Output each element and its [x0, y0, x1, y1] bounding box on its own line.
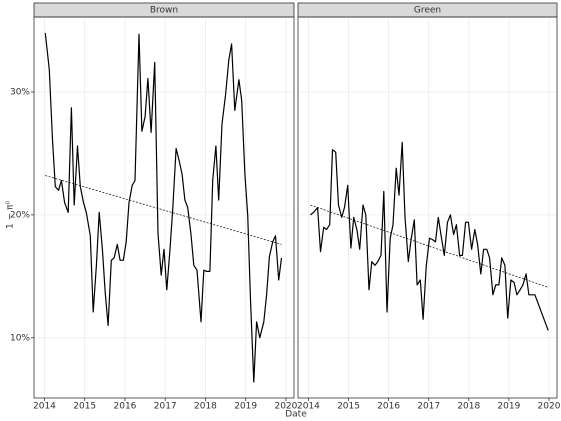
x-tick-label: 2018	[457, 402, 480, 412]
x-tick-label: 2019	[234, 402, 257, 412]
x-tick-label: 2016	[377, 402, 400, 412]
x-tick-label: 2014	[33, 402, 56, 412]
y-tick-label: 10%	[10, 333, 30, 343]
x-tick-label: 2015	[73, 402, 96, 412]
trend-line	[310, 204, 549, 288]
x-tick-label: 2020	[274, 402, 297, 412]
strip-title: Green	[414, 6, 441, 16]
panel-border	[297, 16, 558, 399]
y-tick-label: 30%	[10, 87, 30, 97]
x-axis-label: Date	[285, 410, 307, 420]
x-tick-label: 2018	[194, 402, 217, 412]
trend-line	[45, 175, 282, 245]
panel-border	[33, 16, 295, 399]
x-tick-label: 2014	[297, 402, 320, 412]
strip-title: Brown	[150, 6, 178, 16]
y-tick-label: 20%	[10, 210, 30, 220]
line	[310, 141, 549, 331]
x-tick-label: 2016	[114, 402, 137, 412]
y-axis-label: 1 − π⁰	[6, 201, 16, 229]
x-tick-label: 2017	[417, 402, 440, 412]
x-tick-label: 2020	[538, 402, 561, 412]
x-tick-label: 2017	[154, 402, 177, 412]
x-tick-label: 2015	[337, 402, 360, 412]
x-tick-label: 2019	[497, 402, 520, 412]
line	[44, 32, 283, 383]
